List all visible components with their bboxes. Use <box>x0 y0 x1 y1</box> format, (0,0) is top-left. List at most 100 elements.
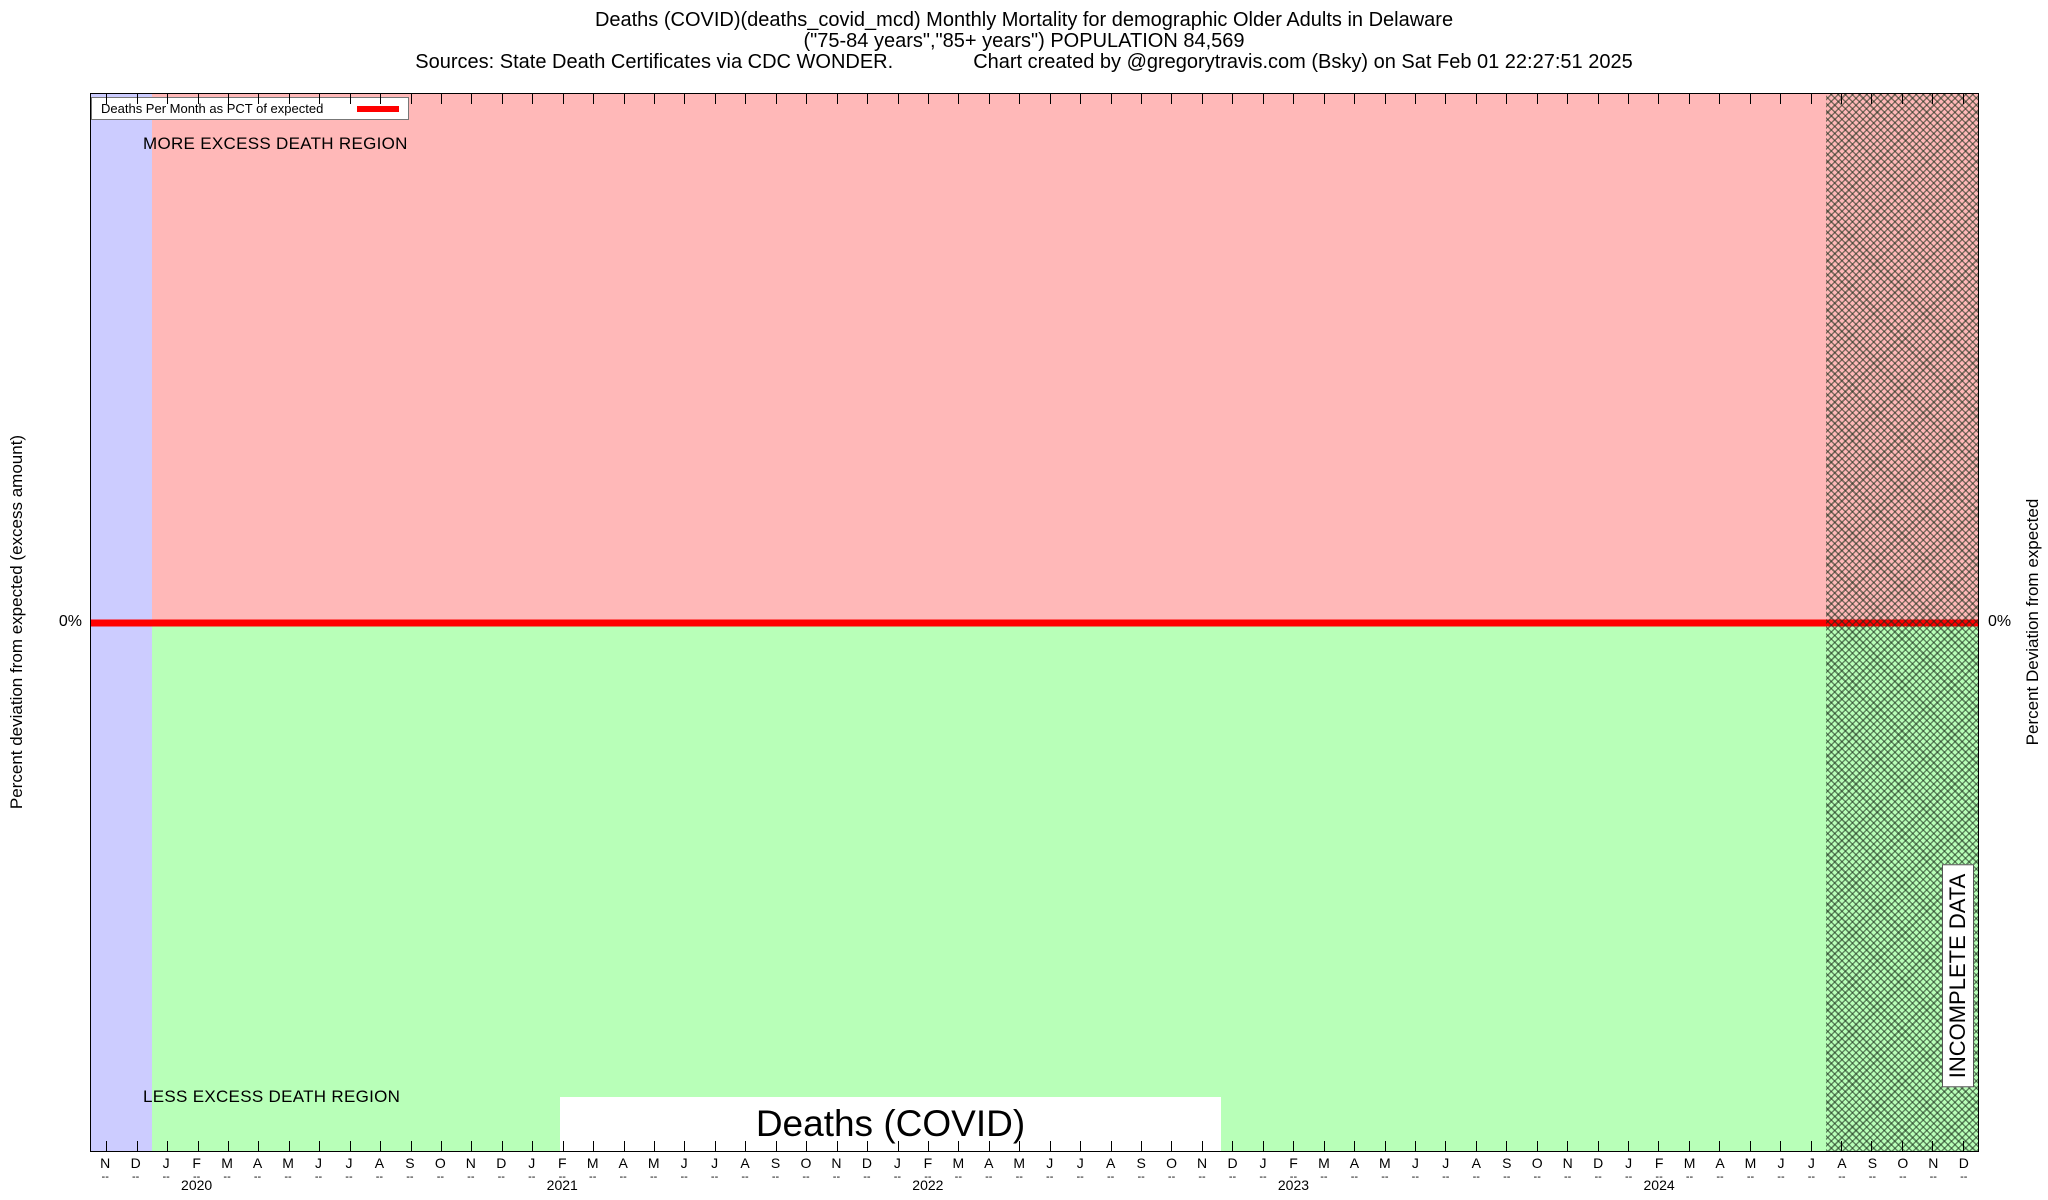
x-month-label: J <box>315 1155 322 1171</box>
x-sub-marker: -- <box>314 1171 323 1183</box>
x-tick-top-mark <box>927 94 929 104</box>
header-title-line1: Deaths (COVID)(deaths_covid_mcd) Monthly… <box>594 9 1454 31</box>
x-tick-top-mark <box>532 94 534 104</box>
x-sub-marker: -- <box>497 1171 505 1183</box>
x-tick-bottom-mark <box>501 1141 503 1151</box>
x-month-label: J <box>893 1155 901 1171</box>
header-sources: Sources: State Death Certificates via CD… <box>415 51 894 73</box>
zero-label-left: 0% <box>58 613 82 630</box>
y-axis-label-right: Percent Deviation from expected <box>2023 498 2042 746</box>
x-tick-bottom-mark <box>380 1141 382 1151</box>
x-sub-marker: -- <box>467 1171 475 1183</box>
x-tick-bottom-mark <box>288 1141 290 1151</box>
y-axis-label-left: Percent deviation from expected (excess … <box>7 434 26 810</box>
x-tick-bottom-mark <box>1658 1141 1660 1151</box>
x-tick-top-mark <box>380 94 382 104</box>
x-sub-marker: -- <box>1838 1171 1846 1183</box>
x-tick-bottom-mark <box>1901 1141 1903 1151</box>
x-tick-bottom-mark <box>1536 1141 1538 1151</box>
x-sub-marker: -- <box>253 1171 262 1183</box>
x-tick-bottom-mark <box>1262 1141 1264 1151</box>
x-tick-top-mark <box>1841 94 1843 104</box>
x-tick-top-mark <box>1688 94 1690 104</box>
x-month-label: D <box>496 1155 507 1171</box>
x-tick-bottom-mark <box>1810 1141 1812 1151</box>
x-tick-bottom-mark <box>623 1141 625 1151</box>
x-tick-top-mark <box>501 94 503 104</box>
x-tick-top-mark <box>1384 94 1386 104</box>
x-month-label: J <box>1442 1155 1450 1171</box>
x-month-label: J <box>345 1155 353 1171</box>
x-month-label: S <box>1136 1155 1146 1171</box>
zero-label-right: 0% <box>1988 613 2012 630</box>
x-tick-bottom-mark <box>1841 1141 1843 1151</box>
x-month-label: N <box>465 1155 476 1171</box>
x-year-label: 2020 <box>181 1177 213 1193</box>
x-tick-bottom-mark <box>745 1141 747 1151</box>
x-month-label: F <box>923 1155 933 1171</box>
x-month-label: J <box>1046 1155 1054 1171</box>
x-tick-bottom-mark <box>1232 1141 1234 1151</box>
x-tick-top-mark <box>745 94 747 104</box>
x-tick-top-mark <box>1810 94 1812 104</box>
x-tick-bottom-mark <box>1201 1141 1203 1151</box>
more-region-label: MORE EXCESS DEATH REGION <box>143 134 408 153</box>
x-tick-top-mark <box>1780 94 1782 104</box>
x-sub-marker: -- <box>924 1171 932 1183</box>
x-tick-top-mark <box>1901 94 1903 104</box>
x-tick-bottom-mark <box>714 1141 716 1151</box>
x-month-label: M <box>586 1155 599 1171</box>
x-sub-marker: -- <box>1564 1171 1572 1183</box>
x-sub-marker: -- <box>1716 1171 1724 1183</box>
deaths-percent-line <box>91 619 1978 626</box>
x-month-label: M <box>1683 1155 1696 1171</box>
x-sub-marker: -- <box>1594 1171 1602 1183</box>
x-tick-bottom-mark <box>1019 1141 1021 1151</box>
x-tick-bottom-mark <box>1932 1141 1934 1151</box>
x-sub-marker: -- <box>1442 1171 1450 1183</box>
x-month-label: D <box>1593 1155 1604 1171</box>
x-tick-top-mark <box>471 94 473 104</box>
x-tick-top-mark <box>1536 94 1538 104</box>
x-tick-bottom-mark <box>1171 1141 1173 1151</box>
x-sub-marker: -- <box>558 1171 566 1183</box>
x-sub-marker: -- <box>1899 1171 1907 1183</box>
x-sub-marker: -- <box>985 1171 993 1183</box>
x-month-label: A <box>1837 1155 1847 1171</box>
x-month-label: M <box>1013 1155 1026 1171</box>
x-sub-marker: -- <box>1350 1171 1359 1183</box>
x-sub-marker: -- <box>893 1171 902 1183</box>
x-tick-bottom-mark <box>684 1141 686 1151</box>
x-month-label: F <box>1654 1155 1664 1171</box>
x-tick-top-mark <box>897 94 899 104</box>
x-tick-bottom-mark <box>593 1141 595 1151</box>
x-tick-bottom-mark <box>319 1141 321 1151</box>
x-sub-marker: -- <box>1289 1171 1298 1183</box>
x-tick-top-mark <box>1719 94 1721 104</box>
x-month-label: N <box>1562 1155 1573 1171</box>
x-sub-marker: -- <box>832 1171 841 1183</box>
x-tick-bottom-mark <box>562 1141 564 1151</box>
x-tick-top-mark <box>1293 94 1295 104</box>
x-month-label: J <box>162 1155 170 1171</box>
x-tick-top-mark <box>1323 94 1325 104</box>
x-tick-bottom-mark <box>1293 1141 1295 1151</box>
x-sub-marker: -- <box>1655 1171 1663 1183</box>
bottom-title-box: Deaths (COVID) <box>560 1097 1221 1151</box>
x-sub-marker: -- <box>1746 1171 1755 1183</box>
x-tick-bottom-mark <box>349 1141 351 1151</box>
x-tick-top-mark <box>1658 94 1660 104</box>
x-tick-top-mark <box>167 94 169 104</box>
x-sub-marker: -- <box>1076 1171 1084 1183</box>
x-sub-marker: -- <box>863 1171 871 1183</box>
x-month-label: O <box>1531 1155 1543 1171</box>
x-month-label: J <box>1777 1155 1785 1171</box>
x-month-label: J <box>1411 1155 1419 1171</box>
x-month-label: D <box>130 1155 141 1171</box>
x-year-label: 2023 <box>1277 1177 1310 1193</box>
x-sub-marker: -- <box>1167 1171 1176 1183</box>
x-tick-top-mark <box>562 94 564 104</box>
x-sub-marker: -- <box>1777 1171 1785 1183</box>
deficit-region-green <box>151 622 1978 1151</box>
x-tick-top-mark <box>441 94 442 104</box>
